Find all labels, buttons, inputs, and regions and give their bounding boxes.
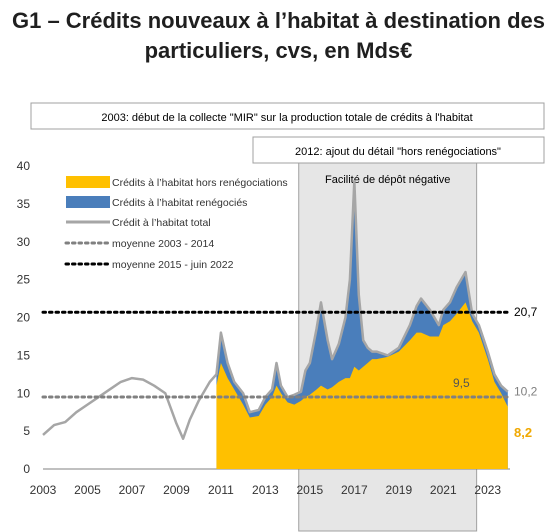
y-tick-label: 20 (17, 311, 31, 325)
x-tick-label: 2023 (474, 483, 501, 497)
y-tick-label: 40 (17, 159, 31, 173)
title-line-1: G1 – Crédits nouveaux à l’habitat à dest… (11, 8, 546, 33)
title-line-2: particuliers, cvs, en Mds€ (144, 38, 413, 63)
y-tick-label: 5 (23, 424, 30, 438)
x-tick-label: 2013 (252, 483, 279, 497)
area-hors-renegociations (216, 302, 508, 469)
y-tick-label: 15 (17, 348, 31, 362)
annotation-box-1-text: 2003: début de la collecte "MIR" sur la … (101, 112, 472, 124)
shaded-region-label: Facilité de dépôt négative (325, 174, 450, 186)
y-tick-label: 30 (17, 235, 31, 249)
chart-title: G1 – Crédits nouveaux à l’habitat à dest… (0, 6, 557, 66)
x-tick-label: 2011 (208, 483, 234, 497)
legend-label-reneg: Crédits à l’habitat renégociés (112, 197, 247, 209)
x-tick-label: 2019 (385, 483, 412, 497)
x-tick-label: 2015 (297, 483, 324, 497)
y-tick-label: 10 (17, 386, 31, 400)
legend: Crédits à l’habitat hors renégociations … (64, 176, 288, 271)
x-tick-label: 2021 (430, 483, 457, 497)
legend-label-avg1: moyenne 2003 - 2014 (112, 238, 214, 250)
legend-label-avg2: moyenne 2015 - juin 2022 (112, 259, 234, 271)
x-tick-label: 2017 (341, 483, 368, 497)
line-total (42, 179, 509, 440)
annotation-box-2 (252, 136, 545, 164)
y-tick-labels: 0 5 10 15 20 25 30 35 40 (17, 159, 31, 476)
x-tick-label: 2007 (119, 483, 146, 497)
y-tick-label: 0 (23, 462, 30, 476)
x-tick-label: 2003 (30, 483, 57, 497)
legend-label-hors-reneg: Crédits à l’habitat hors renégociations (112, 177, 288, 189)
label-avg1-value: 9,5 (453, 376, 470, 390)
legend-label-total: Crédit à l’habitat total (112, 217, 211, 229)
legend-swatch-reneg (66, 196, 110, 208)
label-avg2-value: 20,7 (514, 305, 538, 319)
x-tick-label: 2009 (163, 483, 190, 497)
label-hors-reneg-end: 8,2 (514, 425, 532, 440)
legend-swatch-hors-reneg (66, 176, 110, 188)
y-tick-label: 25 (17, 273, 31, 287)
x-tick-label: 2005 (74, 483, 101, 497)
annotation-box-1 (30, 102, 545, 130)
annotation-box-2-text: 2012: ajout du détail "hors renégociatio… (295, 146, 501, 158)
x-tick-labels: 2003 2005 2007 2009 2011 2013 2015 2017 2019 2021… (30, 483, 502, 497)
label-total-end: 10,2 (514, 385, 538, 399)
y-tick-label: 35 (17, 197, 31, 211)
